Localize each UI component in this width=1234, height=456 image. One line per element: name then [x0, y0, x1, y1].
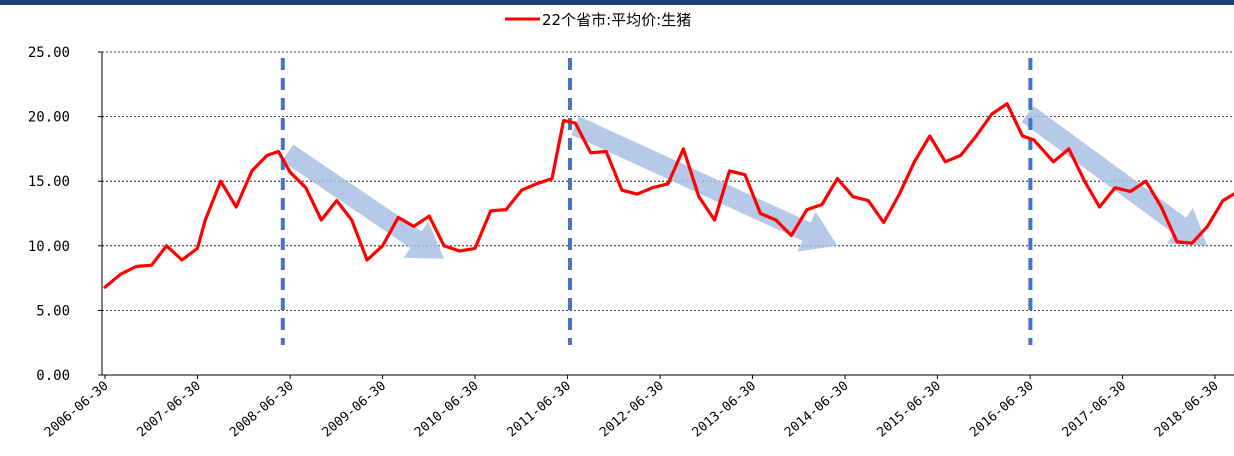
series-layer — [103, 102, 1234, 289]
trend-arrow — [281, 144, 445, 259]
x-tick-label: 2008-06-30 — [227, 379, 297, 441]
axes — [101, 52, 1234, 376]
x-tick-label: 2007-06-30 — [134, 379, 204, 441]
x-tick-label: 2016-06-30 — [967, 379, 1037, 441]
legend: 22个省市:平均价:生猪 — [505, 11, 691, 29]
y-tick-labels: 0.00 5.00 10.00 15.00 20.00 25.00 — [28, 45, 102, 384]
y-tick-label: 15.00 — [28, 174, 70, 190]
y-tick-label: 10.00 — [28, 239, 70, 255]
x-tick-labels: 2006-06-30 2007-06-30 2008-06-30 2009-06-30… — [42, 375, 1222, 440]
y-tick-label: 20.00 — [28, 110, 70, 126]
x-tick-label: 2012-06-30 — [597, 379, 667, 441]
x-tick-label: 2018-06-30 — [1152, 379, 1222, 441]
y-tick-label: 0.00 — [36, 368, 70, 384]
y-tick-label: 25.00 — [28, 45, 70, 61]
x-tick-label: 2017-06-30 — [1060, 379, 1130, 441]
x-tick-label: 2014-06-30 — [782, 379, 852, 441]
x-tick-label: 2013-06-30 — [690, 379, 760, 441]
trend-arrows — [281, 105, 1208, 259]
legend-label: 22个省市:平均价:生猪 — [542, 11, 691, 29]
x-tick-label: 2010-06-30 — [412, 379, 482, 441]
x-tick-label: 2009-06-30 — [320, 379, 390, 441]
x-tick-label: 2015-06-30 — [874, 379, 944, 441]
series-line — [103, 102, 1234, 289]
top-bar — [0, 0, 1234, 5]
trend-arrow — [571, 116, 838, 252]
y-tick-label: 5.00 — [36, 303, 70, 319]
cycle-markers — [280, 58, 1033, 345]
x-tick-label: 2006-06-30 — [42, 379, 112, 441]
grid — [102, 51, 1234, 311]
trend-arrow — [1021, 105, 1208, 246]
x-tick-label: 2011-06-30 — [504, 379, 574, 441]
